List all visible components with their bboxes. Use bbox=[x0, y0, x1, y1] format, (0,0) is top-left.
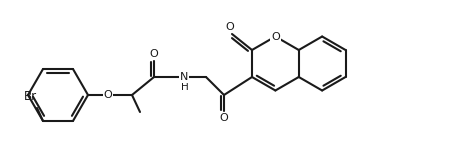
Text: O: O bbox=[225, 22, 234, 32]
Text: Br: Br bbox=[23, 91, 36, 103]
Text: H: H bbox=[181, 82, 189, 92]
Text: O: O bbox=[219, 113, 228, 123]
Text: N: N bbox=[179, 72, 188, 82]
Text: O: O bbox=[149, 49, 158, 59]
Text: O: O bbox=[103, 90, 112, 100]
Text: O: O bbox=[270, 32, 279, 41]
